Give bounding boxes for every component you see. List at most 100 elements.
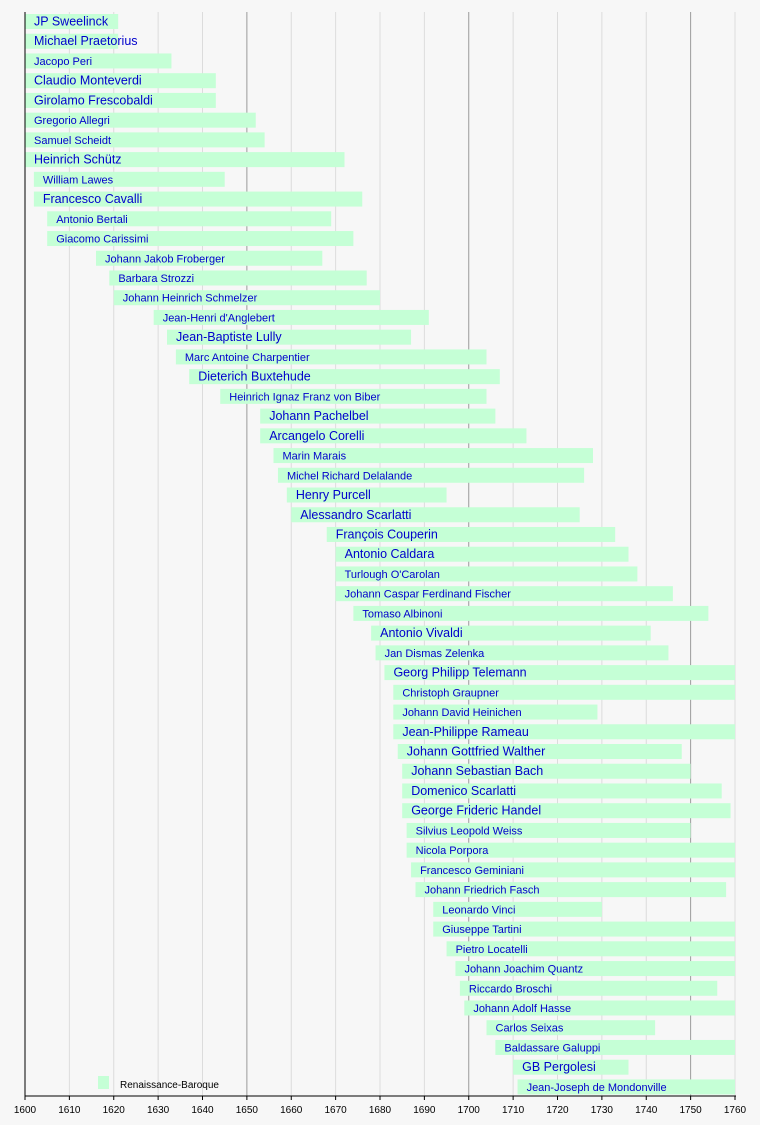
composer-row: Jean-Henri d'Anglebert — [153, 309, 429, 325]
composer-row: Jean-Joseph de Mondonville — [517, 1079, 735, 1095]
composer-label: GB Pergolesi — [522, 1060, 596, 1074]
x-tick-label: 1720 — [546, 1105, 569, 1116]
composer-label: Samuel Scheidt — [34, 135, 111, 147]
composer-bar — [96, 250, 323, 266]
composer-label: Jean-Baptiste Lully — [176, 330, 282, 344]
composer-bar — [513, 1059, 629, 1075]
composer-bar — [47, 231, 354, 247]
composer-label: Francesco Geminiani — [420, 865, 524, 877]
composer-bar — [335, 566, 638, 582]
composer-label: Domenico Scarlatti — [411, 784, 516, 798]
composer-label: Johann Adolf Hasse — [473, 1003, 571, 1015]
composer-row: Johann Joachim Quantz — [455, 961, 735, 977]
composer-bar — [25, 112, 256, 128]
composer-label: Francesco Cavalli — [43, 192, 142, 206]
composer-bar — [495, 1039, 735, 1055]
composer-bar — [402, 783, 722, 799]
composer-label: Barbara Strozzi — [118, 273, 194, 285]
composer-row: Baldassare Galuppi — [495, 1039, 735, 1055]
composer-row: Marin Marais — [273, 448, 593, 464]
x-tick-label: 1630 — [147, 1105, 170, 1116]
composer-label: Marin Marais — [283, 451, 347, 463]
composer-bar — [25, 33, 119, 49]
x-tick-label: 1710 — [502, 1105, 525, 1116]
composer-label: Nicola Porpora — [416, 845, 490, 857]
composer-row: Giacomo Carissimi — [47, 231, 354, 247]
composer-row: Heinrich Schütz — [25, 152, 345, 168]
composer-row: Francesco Cavalli — [33, 191, 363, 207]
composer-label: Alessandro Scarlatti — [300, 508, 411, 522]
composer-label: Johann Heinrich Schmelzer — [123, 293, 258, 305]
composer-bar — [393, 704, 598, 720]
x-tick-label: 1600 — [14, 1105, 37, 1116]
composer-label: Michael Praetorius — [34, 34, 138, 48]
composer-row: Claudio Monteverdi — [25, 73, 216, 89]
composer-bar — [335, 546, 629, 562]
composer-label: Michel Richard Delalande — [287, 470, 412, 482]
composer-row: Nicola Porpora — [406, 842, 735, 858]
composer-label: Christoph Graupner — [402, 687, 499, 699]
x-tick-label: 1690 — [413, 1105, 436, 1116]
composer-bar — [455, 961, 735, 977]
legend: Renaissance-Baroque — [98, 1076, 219, 1091]
composer-bar — [406, 822, 691, 838]
composer-row: Arcangelo Corelli — [260, 428, 527, 444]
composer-bar — [433, 921, 735, 937]
composer-row: Heinrich Ignaz Franz von Biber — [220, 388, 487, 404]
composer-row: Tomaso Albinoni — [353, 605, 709, 621]
composer-bar — [153, 309, 429, 325]
composer-bar — [175, 349, 487, 365]
composer-label: Leonardo Vinci — [442, 904, 515, 916]
composer-bar — [25, 132, 265, 148]
composer-label: Jacopo Peri — [34, 56, 92, 68]
composer-label: Johann David Heinichen — [402, 707, 521, 719]
composer-row: Riccardo Broschi — [459, 980, 718, 996]
composer-bar — [277, 467, 585, 483]
composer-bar — [393, 724, 735, 740]
composer-row: Jean-Philippe Rameau — [393, 724, 735, 740]
composer-row: Johann Sebastian Bach — [402, 763, 691, 779]
composer-label: Jean-Philippe Rameau — [402, 725, 529, 739]
composer-bar — [286, 487, 447, 503]
x-tick-label: 1610 — [58, 1105, 81, 1116]
composer-row: Johann Friedrich Fasch — [415, 882, 727, 898]
composer-label: Claudio Monteverdi — [34, 74, 142, 88]
composer-bar — [335, 586, 673, 602]
composer-row: Girolamo Frescobaldi — [25, 92, 216, 108]
composer-label: François Couperin — [336, 527, 438, 541]
legend-swatch — [98, 1076, 109, 1089]
composer-label: Johann Joachim Quantz — [464, 964, 583, 976]
composer-bar — [33, 171, 225, 187]
composer-row: Jacopo Peri — [25, 53, 172, 69]
composer-label: Johann Pachelbel — [269, 409, 368, 423]
composer-bar — [406, 842, 735, 858]
composer-bar — [402, 763, 691, 779]
composer-row: Johann Caspar Ferdinand Fischer — [335, 586, 673, 602]
composer-label: Turlough O'Carolan — [345, 569, 440, 581]
composer-bar — [371, 625, 651, 641]
composer-row: Pietro Locatelli — [446, 941, 735, 957]
composer-label: Tomaso Albinoni — [362, 608, 442, 620]
x-tick-label: 1750 — [680, 1105, 703, 1116]
composer-row: William Lawes — [33, 171, 225, 187]
x-axis: 1600 1610 1620 1630 1640 1650 1660 1670 1680 1690… — [14, 12, 747, 1116]
composer-bar — [109, 270, 367, 286]
composer-bar — [25, 73, 216, 89]
composer-row: François Couperin — [326, 526, 616, 542]
composer-row: Johann Adolf Hasse — [464, 1000, 735, 1016]
composer-bar — [326, 526, 616, 542]
x-tick-label: 1700 — [458, 1105, 481, 1116]
composer-label: Dieterich Buxtehude — [198, 370, 311, 384]
composer-label: Heinrich Ignaz Franz von Biber — [229, 391, 380, 403]
composer-bar — [446, 941, 735, 957]
composer-label: Johann Gottfried Walther — [407, 745, 546, 759]
x-tick-label: 1660 — [280, 1105, 303, 1116]
composer-row: Jan Dismas Zelenka — [375, 645, 669, 661]
composer-row: Dieterich Buxtehude — [189, 369, 500, 385]
composer-bar — [47, 211, 332, 227]
composer-row: Johann Heinrich Schmelzer — [113, 290, 380, 306]
composer-label: Johann Jakob Froberger — [105, 253, 225, 265]
composer-row: Domenico Scarlatti — [402, 783, 722, 799]
composer-label: Jan Dismas Zelenka — [385, 648, 486, 660]
composer-row: Carlos Seixas — [486, 1020, 656, 1036]
